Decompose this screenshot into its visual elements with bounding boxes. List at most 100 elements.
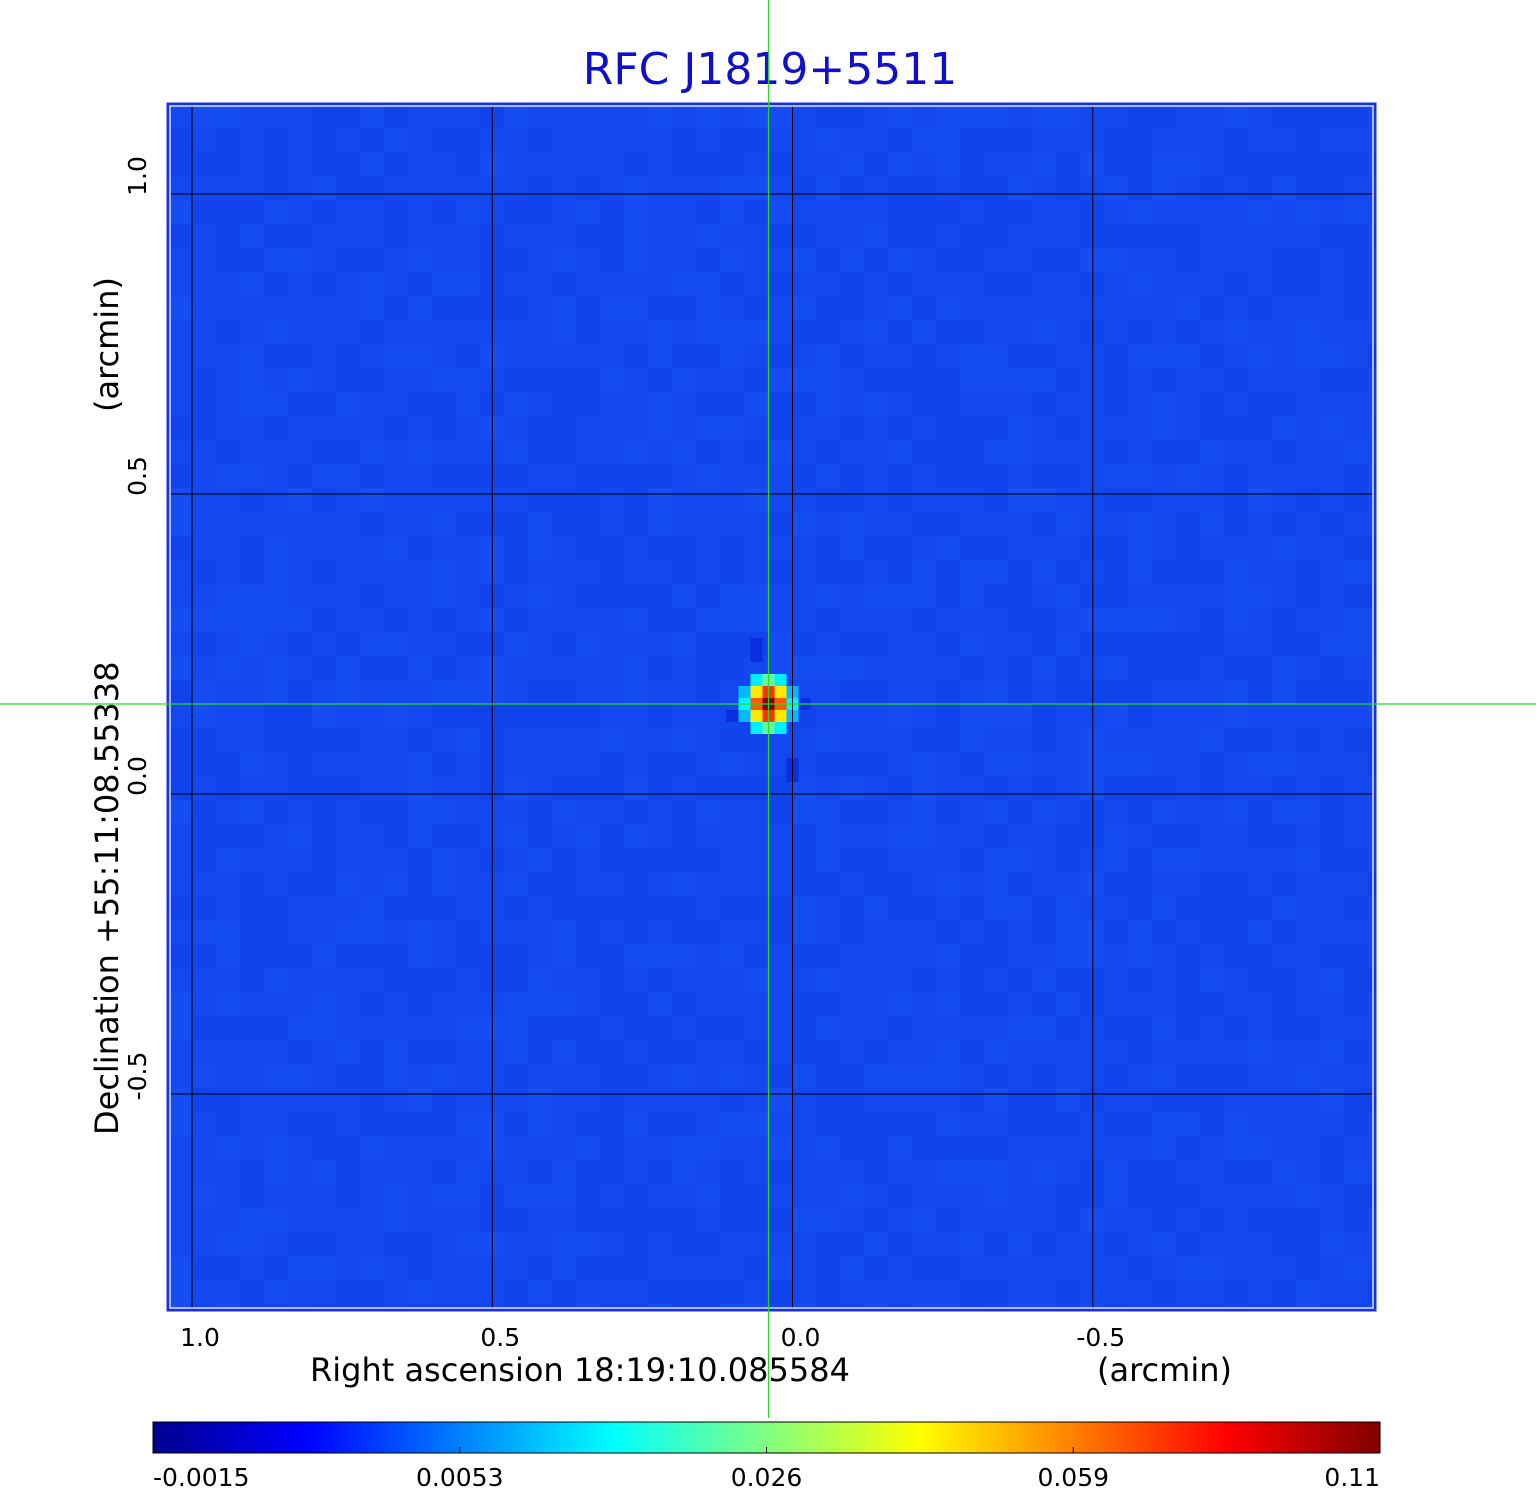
noise-cell [1200, 1208, 1224, 1232]
noise-cell [1344, 632, 1368, 656]
noise-cell [720, 392, 744, 416]
noise-cell [1152, 608, 1176, 632]
noise-cell [576, 824, 600, 848]
noise-cell [192, 416, 216, 440]
noise-cell [912, 440, 936, 464]
noise-cell [240, 200, 264, 224]
noise-cell [1344, 272, 1368, 296]
noise-cell [936, 1040, 960, 1064]
noise-cell [432, 128, 456, 152]
noise-cell [312, 1136, 336, 1160]
noise-cell [432, 680, 456, 704]
noise-cell [288, 680, 312, 704]
noise-cell [360, 152, 384, 176]
noise-cell [528, 368, 552, 392]
noise-cell [984, 1088, 1008, 1112]
noise-cell [816, 1304, 840, 1310]
noise-cell [408, 896, 432, 920]
noise-cell [1272, 1304, 1296, 1310]
noise-cell [312, 272, 336, 296]
noise-cell [816, 1136, 840, 1160]
noise-cell [1104, 1304, 1128, 1310]
noise-cell [1320, 656, 1344, 680]
noise-cell [528, 416, 552, 440]
noise-cell [768, 1208, 792, 1232]
noise-cell [1008, 488, 1032, 512]
noise-cell [552, 896, 576, 920]
noise-cell [960, 1280, 984, 1304]
noise-cell [768, 272, 792, 296]
noise-cell [312, 1112, 336, 1136]
noise-cell [456, 1112, 480, 1136]
noise-cell [936, 1304, 960, 1310]
noise-cell [1248, 728, 1272, 752]
noise-cell [696, 848, 720, 872]
noise-cell [864, 1112, 888, 1136]
noise-cell [1200, 632, 1224, 656]
noise-cell [360, 464, 384, 488]
noise-cell [1200, 1112, 1224, 1136]
noise-cell [1080, 536, 1104, 560]
noise-cell [984, 824, 1008, 848]
noise-cell [912, 176, 936, 200]
noise-cell [1224, 728, 1248, 752]
noise-cell [1056, 944, 1080, 968]
noise-cell [288, 488, 312, 512]
noise-cell [264, 1280, 288, 1304]
noise-cell [264, 128, 288, 152]
noise-cell [1272, 440, 1296, 464]
x-tick-label: -0.5 [1076, 1323, 1125, 1352]
noise-cell [816, 656, 840, 680]
noise-cell [984, 200, 1008, 224]
noise-cell [792, 920, 816, 944]
noise-cell [456, 272, 480, 296]
noise-cell [960, 848, 984, 872]
noise-cell [648, 1160, 672, 1184]
noise-cell [1056, 1184, 1080, 1208]
noise-cell [1104, 824, 1128, 848]
noise-cell [168, 152, 192, 176]
noise-cell [1224, 488, 1248, 512]
noise-cell [624, 896, 648, 920]
noise-cell [408, 776, 432, 800]
noise-cell [816, 1016, 840, 1040]
noise-cell [1176, 1136, 1200, 1160]
noise-cell [696, 392, 720, 416]
noise-cell [600, 296, 624, 320]
noise-cell [1200, 1304, 1224, 1310]
noise-cell [576, 1160, 600, 1184]
noise-cell [456, 1160, 480, 1184]
noise-cell [216, 584, 240, 608]
noise-cell [408, 1112, 432, 1136]
noise-cell [624, 200, 648, 224]
noise-cell [264, 1064, 288, 1088]
noise-cell [912, 1256, 936, 1280]
noise-cell [888, 104, 912, 128]
noise-cell [1344, 224, 1368, 248]
noise-cell [168, 800, 192, 824]
noise-cell [504, 248, 528, 272]
noise-cell [528, 1184, 552, 1208]
noise-cell [792, 1304, 816, 1310]
noise-cell [1320, 104, 1344, 128]
noise-cell [1128, 632, 1152, 656]
noise-cell [240, 800, 264, 824]
noise-cell [552, 512, 576, 536]
noise-cell [1032, 728, 1056, 752]
noise-cell [816, 800, 840, 824]
noise-cell [744, 128, 768, 152]
noise-cell [432, 272, 456, 296]
noise-cell [984, 560, 1008, 584]
noise-cell [1128, 200, 1152, 224]
noise-cell [1032, 608, 1056, 632]
noise-cell [1152, 824, 1176, 848]
noise-cell [888, 1064, 912, 1088]
noise-cell [1248, 1136, 1272, 1160]
noise-cell [864, 1040, 888, 1064]
noise-cell [1344, 440, 1368, 464]
noise-cell [984, 872, 1008, 896]
noise-cell [336, 1280, 360, 1304]
noise-cell [1224, 104, 1248, 128]
noise-cell [936, 296, 960, 320]
noise-cell [192, 1088, 216, 1112]
